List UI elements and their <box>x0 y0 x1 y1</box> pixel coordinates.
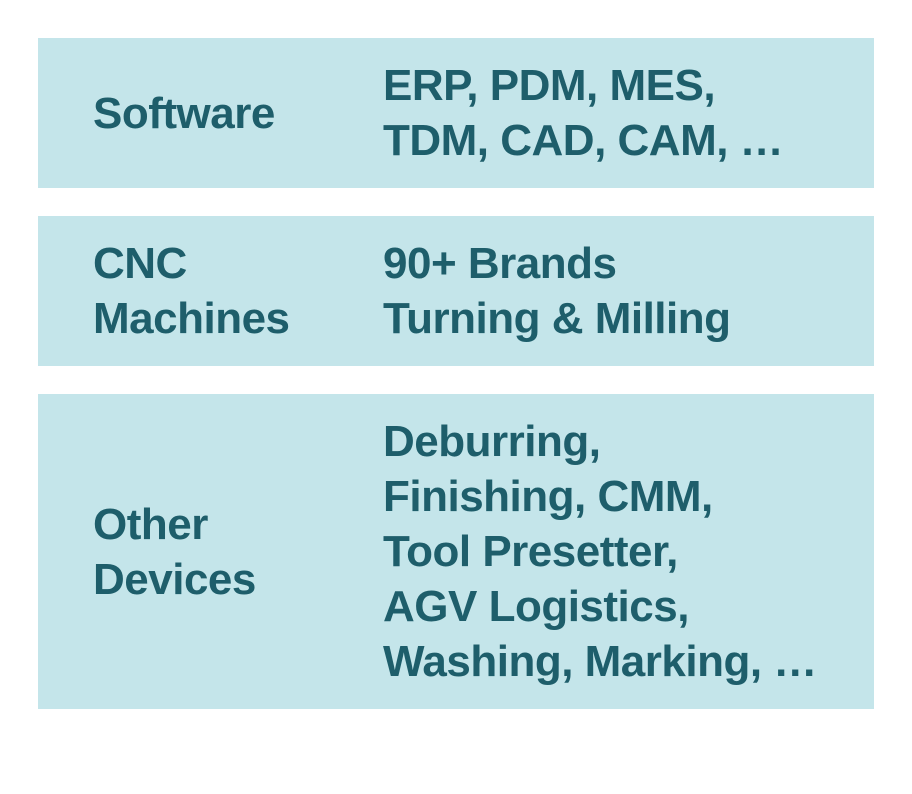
panel-cnc-machines: CNC Machines 90+ Brands Turning & Millin… <box>38 216 874 366</box>
panel-value: 90+ Brands Turning & Milling <box>383 236 819 346</box>
panel-label: Software <box>93 86 383 141</box>
panel-value: ERP, PDM, MES, TDM, CAD, CAM, … <box>383 58 819 168</box>
panel-software: Software ERP, PDM, MES, TDM, CAD, CAM, … <box>38 38 874 188</box>
panel-label: Other Devices <box>93 497 383 607</box>
panel-value: Deburring, Finishing, CMM, Tool Presette… <box>383 414 819 689</box>
panel-other-devices: Other Devices Deburring, Finishing, CMM,… <box>38 394 874 709</box>
panel-label: CNC Machines <box>93 236 383 346</box>
